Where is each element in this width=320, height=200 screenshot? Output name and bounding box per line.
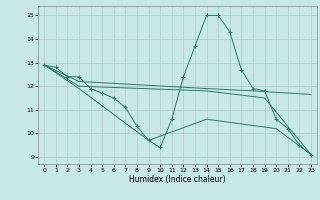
X-axis label: Humidex (Indice chaleur): Humidex (Indice chaleur) xyxy=(129,175,226,184)
